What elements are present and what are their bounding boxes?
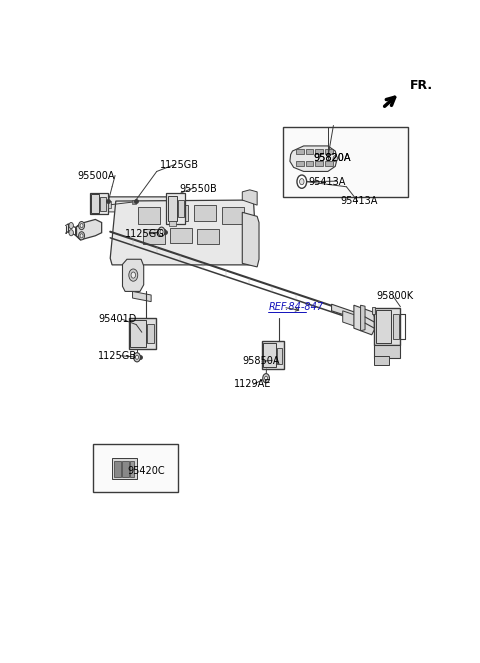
Circle shape — [300, 178, 304, 185]
Circle shape — [158, 227, 165, 236]
Circle shape — [160, 229, 163, 234]
Bar — [108, 201, 111, 208]
Bar — [93, 444, 178, 492]
Bar — [170, 227, 192, 243]
Polygon shape — [122, 259, 144, 292]
Bar — [283, 127, 408, 197]
Polygon shape — [242, 212, 259, 267]
Bar — [91, 194, 99, 213]
Bar — [147, 324, 155, 343]
Bar — [277, 347, 282, 364]
Circle shape — [80, 223, 83, 227]
Text: 95800K: 95800K — [376, 291, 413, 301]
Bar — [130, 320, 146, 347]
Bar — [315, 160, 323, 166]
Bar — [138, 207, 160, 223]
Bar — [168, 196, 177, 221]
Bar — [305, 160, 313, 166]
Circle shape — [79, 231, 84, 240]
Text: 95413A: 95413A — [341, 196, 378, 206]
Text: REF.84-847: REF.84-847 — [268, 302, 324, 312]
Bar — [166, 193, 185, 223]
Text: 1125GB: 1125GB — [160, 160, 200, 170]
Bar — [143, 229, 165, 244]
Text: FR.: FR. — [410, 80, 433, 92]
Circle shape — [264, 376, 267, 381]
Polygon shape — [96, 197, 170, 212]
Bar — [129, 318, 156, 349]
Polygon shape — [360, 305, 365, 331]
Text: 95413A: 95413A — [309, 176, 346, 187]
Bar — [222, 207, 244, 223]
Polygon shape — [110, 200, 257, 265]
Bar — [264, 343, 276, 367]
Bar — [305, 149, 313, 154]
Bar — [374, 356, 389, 365]
Bar — [374, 308, 400, 345]
Polygon shape — [290, 146, 337, 172]
Polygon shape — [242, 190, 257, 205]
Bar — [376, 310, 392, 343]
Circle shape — [333, 156, 337, 162]
Text: 95820A: 95820A — [313, 152, 350, 162]
Circle shape — [135, 355, 139, 359]
Bar — [122, 461, 129, 477]
Text: 1125GG: 1125GG — [125, 229, 165, 239]
Text: 95420C: 95420C — [127, 465, 165, 475]
Bar — [112, 458, 137, 479]
Circle shape — [129, 269, 138, 281]
Polygon shape — [132, 292, 151, 302]
Bar — [374, 345, 400, 358]
Bar — [393, 314, 399, 339]
Circle shape — [131, 272, 135, 278]
Circle shape — [297, 175, 307, 188]
Circle shape — [69, 229, 73, 236]
Bar — [166, 205, 188, 221]
Bar — [130, 461, 134, 477]
Bar — [178, 200, 184, 217]
Text: 95500A: 95500A — [78, 170, 115, 180]
Circle shape — [79, 221, 84, 229]
Bar — [100, 197, 106, 211]
Circle shape — [133, 353, 140, 362]
Bar — [296, 160, 304, 166]
Bar — [262, 341, 284, 369]
Text: 95401D: 95401D — [98, 314, 136, 324]
Polygon shape — [332, 304, 365, 323]
Polygon shape — [96, 197, 168, 211]
Bar — [325, 149, 333, 154]
Bar — [325, 160, 333, 166]
Text: 95850A: 95850A — [242, 356, 280, 367]
Text: 1125GB: 1125GB — [98, 351, 137, 361]
Circle shape — [80, 234, 83, 238]
Bar — [90, 193, 108, 214]
Bar — [372, 307, 375, 314]
Bar — [114, 461, 120, 477]
Circle shape — [263, 374, 269, 383]
Circle shape — [69, 223, 73, 229]
Text: 95550B: 95550B — [179, 184, 217, 194]
Polygon shape — [354, 305, 374, 335]
Text: 95820A: 95820A — [313, 152, 350, 162]
Bar — [194, 205, 216, 221]
Bar — [169, 221, 176, 225]
Polygon shape — [76, 219, 102, 240]
Bar — [315, 149, 323, 154]
Text: 1129AE: 1129AE — [234, 379, 272, 389]
Bar — [296, 149, 304, 154]
Bar — [197, 229, 219, 244]
Polygon shape — [343, 311, 360, 327]
